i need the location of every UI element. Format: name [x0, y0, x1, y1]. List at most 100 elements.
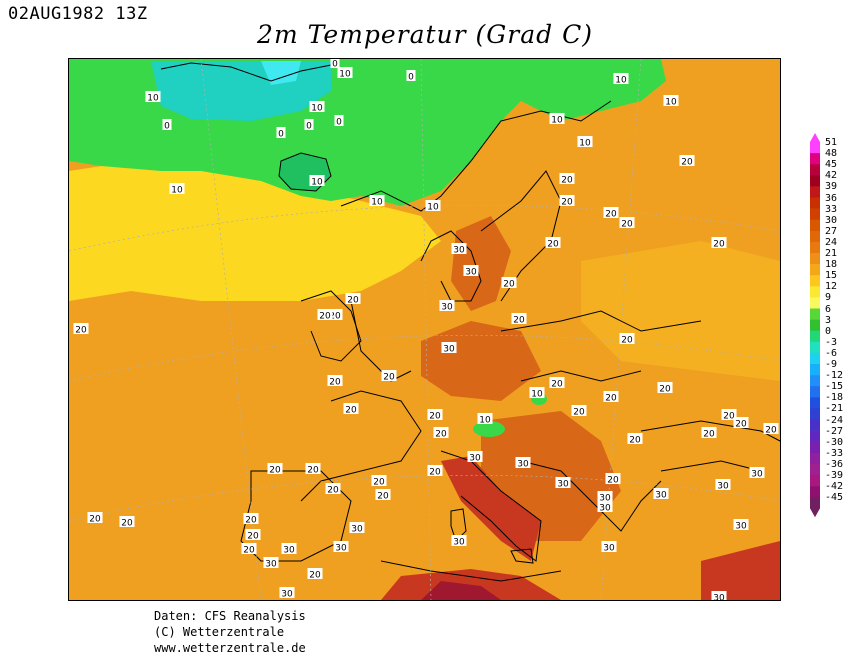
- colorbar-swatch: [810, 241, 820, 254]
- contour-label-text: 20: [347, 296, 359, 306]
- contour-label-text: 20: [383, 373, 395, 383]
- contour-label: 10: [309, 101, 325, 114]
- contour-label-text: 10: [339, 70, 351, 80]
- contour-label: 20: [267, 463, 283, 476]
- contour-label: 30: [653, 488, 669, 501]
- east-europe-warm-zone: [581, 241, 780, 381]
- credits-website[interactable]: www.wetterzentrale.de: [154, 641, 306, 655]
- contour-label-text: 30: [713, 594, 725, 601]
- contour-label: 20: [343, 403, 359, 416]
- contour-label-text: 10: [147, 94, 159, 104]
- contour-label: 0: [406, 70, 416, 83]
- colorbar-swatch: [810, 308, 820, 320]
- contour-label: 30: [749, 467, 765, 480]
- contour-label-text: 20: [319, 312, 331, 322]
- contour-label: 20: [243, 513, 259, 526]
- contour-label-text: 30: [469, 454, 481, 464]
- contour-label-text: 0: [336, 118, 342, 128]
- contour-label-text: 20: [309, 571, 321, 581]
- contour-label: 10: [309, 175, 325, 188]
- contour-label: 20: [603, 207, 619, 220]
- colorbar-swatch: [810, 297, 820, 309]
- contour-label: 20: [657, 382, 673, 395]
- contour-label-text: 30: [283, 546, 295, 556]
- contour-label-text: 30: [717, 482, 729, 492]
- colorbar-tick-label: 42: [825, 170, 838, 182]
- colorbar-swatch: [810, 463, 820, 476]
- alps-cool-spot: [473, 421, 505, 437]
- colorbar-bottom-arrow: [810, 508, 820, 518]
- contour-label: 20: [701, 427, 717, 440]
- contour-label-text: 20: [605, 210, 617, 220]
- temperature-colorbar: 51 48 45 42 39 36 33 30 27 24 21 18 15 12 9 6 3 0 -3 -6 -9 -1…: [808, 132, 850, 530]
- contour-label-text: 30: [603, 544, 615, 554]
- contour-label: 30: [279, 587, 295, 600]
- map-timestamp: 02AUG1982 13Z: [8, 4, 148, 24]
- colorbar-tick-label: 0: [825, 325, 832, 337]
- contour-label: 30: [439, 300, 455, 313]
- contour-label-text: 20: [547, 240, 559, 250]
- colorbar-swatch: [810, 319, 820, 331]
- contour-label: 20: [549, 377, 565, 390]
- contour-label-text: 20: [435, 430, 447, 440]
- contour-label-text: 10: [615, 76, 627, 86]
- contour-label: 30: [515, 457, 531, 470]
- contour-label-text: 20: [659, 385, 671, 395]
- credits-data-source: Daten: CFS Reanalysis: [154, 609, 306, 623]
- contour-label: 10: [529, 387, 545, 400]
- colorbar-tick-label: -9: [825, 359, 838, 370]
- contour-label: 20: [371, 475, 387, 488]
- colorbar-tick-label: 39: [825, 181, 838, 193]
- contour-label: 20: [381, 370, 397, 383]
- contour-label: 20: [327, 309, 343, 322]
- contour-label-text: 30: [351, 525, 363, 535]
- africa-very-hot-zone: [381, 569, 561, 600]
- colorbar-tick-label: 9: [825, 292, 832, 304]
- colorbar-swatch: [810, 408, 820, 420]
- contour-label: 20: [345, 293, 361, 306]
- contour-label: 0: [276, 127, 286, 140]
- contour-label: 30: [441, 342, 457, 355]
- contour-label: 30: [349, 522, 365, 535]
- contour-label-text: 20: [561, 176, 573, 186]
- contour-label-text: 30: [655, 491, 667, 501]
- contour-label: 10: [337, 67, 353, 80]
- contour-label-text: 20: [765, 426, 777, 436]
- contour-label-text: 20: [373, 478, 385, 488]
- contour-label-text: 30: [517, 460, 529, 470]
- contour-label: 20: [245, 529, 261, 542]
- colorbar-tick-label: -6: [825, 347, 838, 359]
- contour-label: 20: [571, 405, 587, 418]
- contour-label: 30: [451, 535, 467, 548]
- contour-label: 10: [477, 413, 493, 426]
- contour-label: 20: [87, 512, 103, 525]
- contour-label-text: 10: [665, 98, 677, 108]
- contour-label-text: 20: [551, 380, 563, 390]
- contour-label-text: 30: [453, 246, 465, 256]
- colorbar-swatch: [810, 452, 820, 465]
- colorbar-tick-label: -24: [825, 414, 844, 426]
- contour-label-text: 20: [513, 316, 525, 326]
- contour-label-text: 0: [278, 130, 284, 140]
- contour-label: 20: [619, 333, 635, 346]
- contour-label: 30: [597, 501, 613, 514]
- contour-label-text: 30: [443, 345, 455, 355]
- contour-label: 20: [603, 391, 619, 404]
- contour-label: 20: [619, 217, 635, 230]
- map-title: 2m Temperatur (Grad C): [257, 20, 593, 49]
- contour-label-text: 20: [621, 336, 633, 346]
- colorbar-tick-label: 15: [825, 270, 838, 282]
- contour-label: 20: [721, 409, 737, 422]
- contour-label-text: 20: [329, 378, 341, 388]
- contour-label: 20: [679, 155, 695, 168]
- colorbar-swatch: [810, 197, 820, 209]
- contour-label-text: 20: [735, 420, 747, 430]
- temperature-map[interactable]: 0 10 0 10 10 0 0 0 0 10 10 10 10 10 10 10 10 20 20 20 20 20 20…: [68, 58, 781, 601]
- colorbar-tick-label: 27: [825, 225, 838, 237]
- contour-label-text: 30: [465, 268, 477, 278]
- contour-label-text: 20: [713, 240, 725, 250]
- contour-label: 30: [597, 491, 613, 504]
- colorbar-swatch: [810, 186, 820, 198]
- colorbar-swatch: [810, 497, 820, 509]
